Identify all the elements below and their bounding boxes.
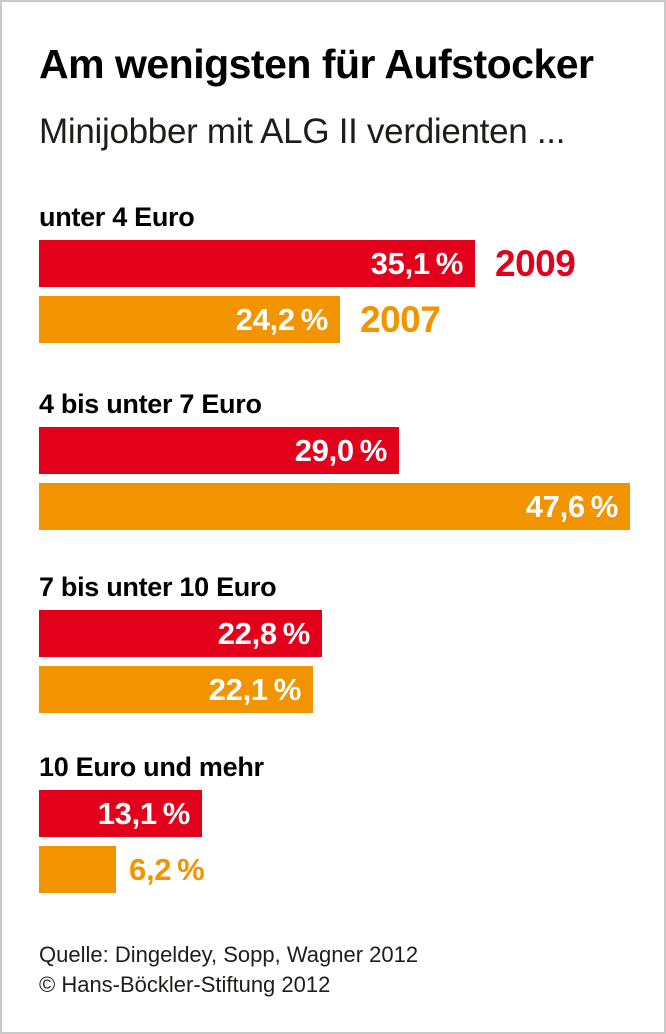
bar-value-label: 22,1 % — [208, 671, 302, 707]
category-label: 4 bis unter 7 Euro — [39, 389, 262, 419]
category-group-4-bis-unter-7-euro: 4 bis unter 7 Euro 29,0 % 47,6 % — [39, 390, 664, 530]
bar-value-label: 13,1 % — [97, 795, 191, 831]
source-line: Quelle: Dingeldey, Sopp, Wagner 2012 — [39, 942, 419, 967]
category-label: 7 bis unter 10 Euro — [39, 572, 277, 602]
category-label: unter 4 Euro — [39, 202, 195, 232]
bar-row-2009: 13,1 % — [39, 790, 664, 837]
category-group-unter-4-euro: unter 4 Euro 35,1 % 2009 24,2 % 2007 — [39, 203, 664, 343]
chart-title: Am wenigsten für Aufstocker — [39, 41, 594, 87]
footer: Quelle: Dingeldey, Sopp, Wagner 2012 © H… — [39, 940, 634, 1000]
bar-2009-10-euro-und-mehr: 13,1 % — [39, 790, 202, 837]
bar-2007-10-euro-und-mehr — [39, 846, 116, 893]
bar-value-label: 24,2 % — [235, 301, 329, 337]
bar-value-label: 29,0 % — [294, 432, 388, 468]
category-group-10-euro-und-mehr: 10 Euro und mehr 13,1 % 6,2 % — [39, 753, 664, 893]
bar-row-2009: 29,0 % — [39, 427, 664, 474]
bar-value-label: 22,8 % — [217, 615, 311, 651]
bar-row-2007: 24,2 % 2007 — [39, 296, 664, 343]
bar-2009-unter-4-euro: 35,1 % — [39, 240, 475, 287]
bar-row-2007: 6,2 % — [39, 846, 664, 893]
bar-row-2009: 22,8 % — [39, 610, 664, 657]
legend-year-2007: 2007 — [360, 298, 441, 340]
bar-row-2007: 22,1 % — [39, 666, 664, 713]
legend-year-2009: 2009 — [495, 242, 576, 284]
bar-2007-unter-4-euro: 24,2 % — [39, 296, 340, 343]
bar-2007-7-bis-unter-10-euro: 22,1 % — [39, 666, 313, 713]
bar-row-2007: 47,6 % — [39, 483, 664, 530]
bar-value-label: 6,2 % — [129, 851, 205, 887]
bar-value-label: 47,6 % — [525, 488, 619, 524]
bar-2009-4-bis-unter-7-euro: 29,0 % — [39, 427, 399, 474]
bar-value-label: 35,1 % — [370, 245, 464, 281]
copyright-line: © Hans-Böckler-Stiftung 2012 — [39, 972, 331, 997]
bar-row-2009: 35,1 % 2009 — [39, 240, 664, 287]
bar-2009-7-bis-unter-10-euro: 22,8 % — [39, 610, 322, 657]
bar-2007-4-bis-unter-7-euro: 47,6 % — [39, 483, 630, 530]
category-group-7-bis-unter-10-euro: 7 bis unter 10 Euro 22,8 % 22,1 % — [39, 573, 664, 713]
category-label: 10 Euro und mehr — [39, 752, 264, 782]
chart-subtitle: Minijobber mit ALG II verdienten ... — [39, 112, 566, 151]
